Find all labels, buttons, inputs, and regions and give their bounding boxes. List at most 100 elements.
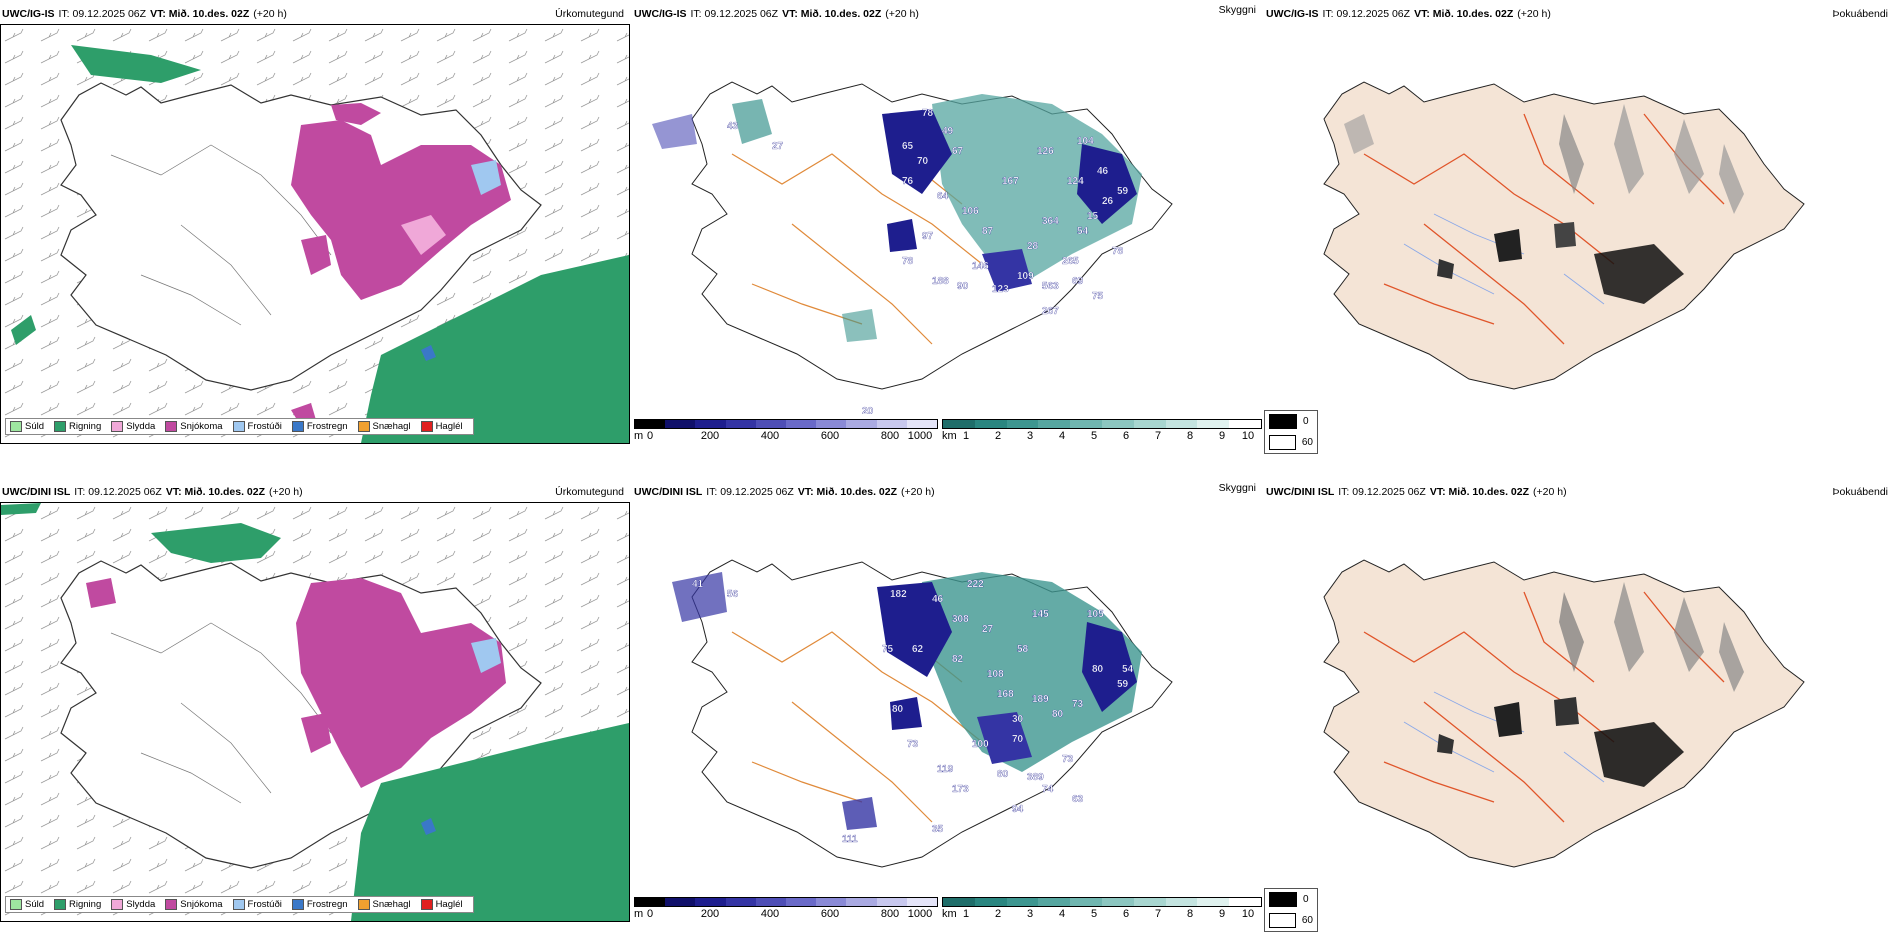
product-title: Úrkomutegund [555, 8, 624, 20]
cloud-base-label: 27 [982, 624, 994, 635]
legend-label: Snæhagl [372, 421, 411, 432]
fog-legend-swatch [1269, 892, 1297, 907]
legend-swatch [420, 899, 433, 910]
colorbars: m 0 200 400 600 800 1000 km 1 2 3 4 5 6 … [632, 417, 1262, 447]
visibility-tick: 6 [1122, 908, 1130, 920]
cloud-base-label: 46 [1097, 166, 1109, 177]
init-time: IT: 09.12.2025 06Z [706, 486, 794, 498]
visibility-tick: 10 [1241, 908, 1255, 920]
visibility-tick: 10 [1241, 430, 1255, 442]
cloud-base-label: 222 [967, 579, 984, 590]
cloud-label-group: 182 222 46 308 145 105 75 62 27 82 58 80 108 54 168 189… [692, 579, 1134, 845]
precip-legend: Súld Rigning Slydda Snjókoma Frostúði Fr… [5, 418, 474, 435]
legend-label: Slydda [126, 421, 156, 432]
panel-title: UWC/DINI ISL IT: 09.12.2025 06Z VT: Mið.… [1266, 486, 1892, 500]
fog-legend-label: 60 [1301, 437, 1313, 448]
cloud-base-label: 59 [1117, 186, 1129, 197]
precip-type-panel-row2: UWC/DINI ISL IT: 09.12.2025 06Z VT: Mið.… [0, 478, 630, 925]
visibility-tick: 2 [994, 430, 1002, 442]
cloud-base-label: 41 [692, 579, 704, 590]
legend-item: Slydda [111, 421, 155, 432]
cloud-base-label: 108 [987, 669, 1004, 680]
cloud-base-label: 62 [912, 644, 924, 655]
cloud-base-label: 80 [1092, 664, 1104, 675]
cloud-base-label: 109 [1017, 271, 1034, 282]
colorbars: m 0 200 400 600 800 1000 km 1 2 3 4 5 6 … [632, 895, 1262, 925]
model-name: UWC/DINI ISL [2, 486, 71, 498]
cloud-base-label: 82 [952, 654, 964, 665]
cloud-base-label: 267 [1042, 306, 1059, 317]
legend-label: Frostregn [306, 421, 348, 432]
cloud-base-label: 308 [952, 614, 969, 625]
cloud-base-label: 64 [937, 191, 949, 202]
legend-swatch [111, 421, 124, 432]
cloud-base-label: 182 [890, 589, 907, 600]
cloud-base-label: 168 [997, 689, 1014, 700]
model-name: UWC/IG-IS [1266, 8, 1319, 20]
cloud-base-label: 87 [982, 226, 994, 237]
precip-map: Súld Rigning Slydda Snjókoma Frostúði Fr… [0, 502, 630, 922]
legend-swatch [291, 421, 304, 432]
model-name: UWC/DINI ISL [634, 486, 703, 498]
cloud-base-label: 15 [1087, 211, 1099, 222]
visibility-colorbar [942, 897, 1262, 907]
fog-legend-row2: 0 60 [1264, 888, 1318, 932]
cloud-base-label: 111 [842, 834, 858, 845]
legend-swatch [165, 421, 178, 432]
legend-item: Snjókoma [165, 421, 223, 432]
cloud-base-label: 97 [922, 231, 934, 242]
legend-swatch [232, 899, 245, 910]
visibility-tick: 8 [1186, 430, 1194, 442]
visibility-unit: km [942, 430, 957, 442]
precip-type-panel-row1: UWC/IG-IS IT: 09.12.2025 06Z VT: Mið. 10… [0, 0, 630, 447]
fog-panel-row2: UWC/DINI ISL IT: 09.12.2025 06Z VT: Mið.… [1264, 478, 1894, 925]
cloud-base-label: 46 [932, 594, 944, 605]
cloudbase-colorbar [634, 897, 938, 907]
legend-item: Slydda [111, 899, 155, 910]
cloud-base-label: 104 [1077, 136, 1094, 147]
legend-label: Snjókoma [180, 899, 223, 910]
precip-map: Súld Rigning Slydda Snjókoma Frostúði Fr… [0, 24, 630, 444]
cloud-base-label: 74 [1042, 784, 1054, 795]
visibility-tick: 5 [1090, 430, 1098, 442]
cloud-base-label: 119 [937, 764, 954, 775]
fog-legend-item: 0 [1265, 889, 1317, 910]
cloud-base-label: 59 [1117, 679, 1129, 690]
init-time: IT: 09.12.2025 06Z [74, 486, 162, 498]
fog-legend-swatch [1269, 435, 1296, 450]
fog-legend-item: 60 [1265, 910, 1317, 931]
cloud-base-label: 105 [1087, 609, 1104, 620]
lead-time: (+20 h) [885, 8, 919, 20]
cloud-map: 182 222 46 308 145 105 75 62 27 82 58 80 108 54 168 189… [632, 502, 1262, 892]
fog-legend-swatch [1269, 913, 1296, 928]
visibility-tick: 1 [962, 430, 970, 442]
cloud-base-label: 28 [1027, 241, 1039, 252]
fog-map [1264, 502, 1894, 922]
fog-legend-label: 0 [1303, 894, 1309, 905]
model-name: UWC/IG-IS [634, 8, 687, 20]
fog-map [1264, 24, 1894, 444]
model-name: UWC/DINI ISL [1266, 486, 1335, 498]
visibility-tick: 5 [1090, 908, 1098, 920]
visibility-tick: 3 [1026, 908, 1034, 920]
legend-item: Frostúði [232, 421, 282, 432]
cloud-base-label: 94 [1012, 804, 1024, 815]
cloud-base-label: 30 [1012, 714, 1024, 725]
fog-legend-swatch [1269, 414, 1297, 429]
product-title: Skyggni [1218, 4, 1256, 16]
cloud-base-label: 167 [1002, 176, 1019, 187]
cloud-base-label: 35 [932, 824, 944, 835]
cloudbase-tick: 200 [700, 430, 720, 442]
cloud-base-label: 49 [942, 126, 954, 137]
fog-legend-label: 60 [1301, 915, 1313, 926]
cloud-base-label: 78 [902, 256, 914, 267]
legend-swatch [357, 421, 370, 432]
cloud-base-label: 78 [922, 108, 934, 119]
fog-map-svg [1323, 81, 1805, 390]
cloud-base-label: 189 [1032, 694, 1049, 705]
cloud-base-label: 54 [1077, 226, 1089, 237]
product-title: Skyggni [1218, 482, 1256, 494]
cloud-base-label: 78 [1112, 246, 1124, 257]
lead-time: (+20 h) [269, 486, 303, 498]
cloud-base-label: 63 [1072, 794, 1084, 805]
